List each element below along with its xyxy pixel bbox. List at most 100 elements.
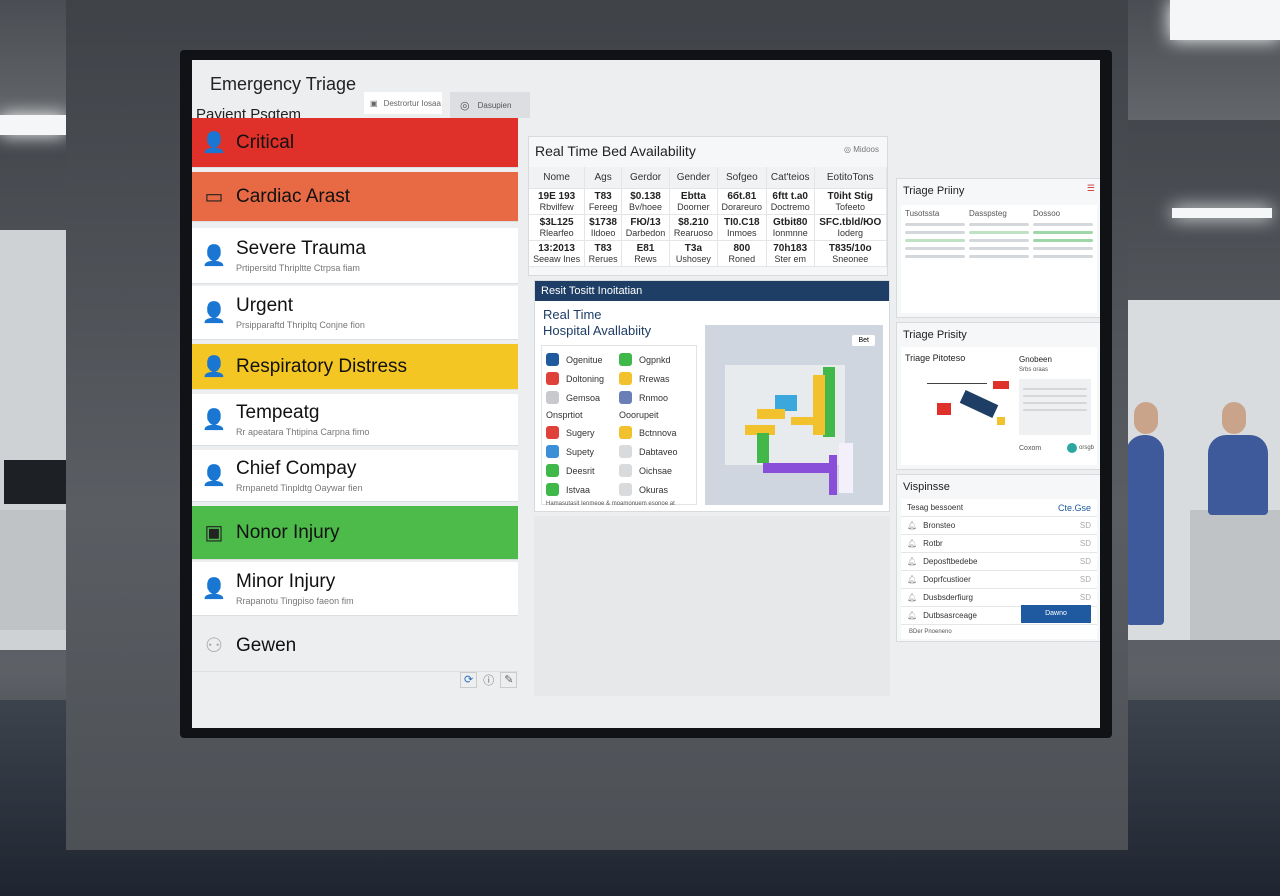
hospital-legend: Ogenitue Ogpnkd Doltoning Rrewas Gemsoa Rnmoo… xyxy=(541,345,697,507)
column-header[interactable]: Cat'teios xyxy=(766,167,815,189)
nurse-head xyxy=(1134,402,1158,434)
legend-item: Rnmoo xyxy=(619,388,692,407)
ceiling-light xyxy=(1170,0,1280,40)
hospital-floor-map[interactable]: Bet xyxy=(705,325,883,505)
info-icon[interactable]: ⓘ xyxy=(483,675,495,687)
response-item[interactable]: 🔔︎ Doprfcustioer SD xyxy=(901,571,1097,589)
triage1-title: Triage Priiny xyxy=(903,185,965,197)
table-cell: TI0.C18 Inmoes xyxy=(717,214,767,241)
table-cell: T3a Ushosey xyxy=(669,240,718,267)
column-header[interactable]: Nome xyxy=(529,167,586,189)
triage-dashboard: Emergency Triage ▣ Destrortur Iosaa ◎ Dasu… xyxy=(192,60,1100,728)
patient-row[interactable]: 👤 Critical xyxy=(192,118,518,168)
patient-row[interactable]: ▭ Cardiac Arast xyxy=(192,172,518,222)
legend-swatch-icon xyxy=(619,464,632,477)
table-cell: E81 Rews xyxy=(621,240,671,267)
response-item[interactable]: 🔔︎ Deposftbedebe SD xyxy=(901,553,1097,571)
bell-icon: 🔔︎ xyxy=(907,557,918,566)
bed-title: Real Time Bed Availability xyxy=(535,143,696,159)
monitor xyxy=(4,460,66,504)
table-cell: FЮ/13 Darbedon xyxy=(621,214,671,241)
triage2-title: Triage Prisity xyxy=(903,329,967,341)
person-icon: 👤 xyxy=(201,465,227,487)
user-button[interactable]: ◎ Dasupien xyxy=(450,92,530,118)
column-header[interactable]: Gerdor xyxy=(621,167,671,189)
patient-row[interactable]: 👤 Urgent Prsipparaftd Thripltq Conjne fion xyxy=(192,286,518,340)
legend-swatch-icon xyxy=(546,483,559,496)
column-header[interactable]: EotitoTons xyxy=(814,167,887,189)
response-title: Vispinsse xyxy=(903,481,950,493)
table-cell: T83 Fereeg xyxy=(584,188,622,215)
nurse-figure xyxy=(1126,435,1164,625)
status-icon[interactable] xyxy=(1067,443,1077,453)
triage-priority-panel: Triage Priiny ☰ Tusotssta Dasspsteg Doss… xyxy=(896,178,1100,318)
bell-icon: 🔔︎ xyxy=(907,575,918,584)
legend-item: Oichsae xyxy=(619,461,692,480)
response-item[interactable]: 🔔︎ Dusbsderfiurg SD xyxy=(901,589,1097,607)
headset-icon: ◎ xyxy=(844,145,854,154)
patient-label: Chief Compay xyxy=(236,458,357,479)
refresh-icon[interactable]: ⟳ xyxy=(460,672,478,688)
legend-item: Ogpnkd xyxy=(619,350,692,369)
person-icon: 👤 xyxy=(201,132,227,154)
person-icon: 👤 xyxy=(201,409,227,431)
response-item[interactable]: 🔔︎ Rotbr SD xyxy=(901,535,1097,553)
side-sub: Srbs oraas xyxy=(1019,367,1049,373)
ceiling-light xyxy=(0,115,66,135)
patient-row[interactable]: 👤 Chief Compay Rrnpanetd Tinpldtg Oaywar f… xyxy=(192,450,518,502)
counter xyxy=(0,510,66,630)
table-cell: 19E 193 Rbvilfew xyxy=(529,188,586,215)
patient-label: Minor Injury xyxy=(236,571,336,592)
footer-label: Coxom xyxy=(1019,445,1042,452)
menu-icon[interactable]: ☰ xyxy=(1086,183,1095,193)
patient-row[interactable]: 👤 Minor Injury Rrapanotu Tingpiso faeon fi… xyxy=(192,562,518,616)
kit-icon: ▣ xyxy=(204,522,224,544)
patient-row[interactable]: 👤 Severe Trauma Prtipersitd Thripltte Ctrp… xyxy=(192,228,518,284)
patient-sub: Rr apeatara Thtipina Carpna fimo xyxy=(236,427,370,437)
column-header[interactable]: Gender xyxy=(669,167,718,189)
legend-swatch-icon xyxy=(546,445,559,458)
triage1-grid: Tusotssta Dasspsteg Dossoo xyxy=(901,205,1097,313)
patient-row[interactable]: 👤 Respiratory Distress xyxy=(192,344,518,390)
legend-swatch-icon xyxy=(546,391,559,404)
legend-item: Dabtaveo xyxy=(619,442,692,461)
nurse-station xyxy=(1190,510,1280,640)
map-button[interactable]: Bet xyxy=(852,335,875,346)
patient-label: Critical xyxy=(236,131,295,153)
legend-swatch-icon xyxy=(619,372,632,385)
person-icon: 👤 xyxy=(201,356,227,378)
response-item[interactable]: 🔔︎ Bronsteo SD xyxy=(901,517,1097,535)
side-title: Gnobeen xyxy=(1019,355,1052,364)
table-cell: T83 Rerues xyxy=(584,240,622,267)
legend-group-1: Onsprtiot xyxy=(546,410,583,420)
patient-row[interactable]: 👤 Tempeatg Rr apeatara Thtipina Carpna fim… xyxy=(192,394,518,446)
list-toolbar: ⟳ ⓘ ✎ xyxy=(460,672,518,688)
search-box[interactable]: ▣ Destrortur Iosaa xyxy=(364,92,442,114)
nurse-head xyxy=(1222,402,1246,434)
document-icon: ▣ xyxy=(370,98,378,108)
patient-row[interactable]: ▣ Nonor Injury xyxy=(192,506,518,560)
column-header[interactable]: Sofgeo xyxy=(717,167,767,189)
patient-label: Gewen xyxy=(236,634,297,656)
patient-label: Tempeatg xyxy=(236,402,320,423)
ceiling-light xyxy=(1172,208,1272,218)
table-row[interactable]: 19E 193 Rbvilfew T83 Fereeg $0.138 Bv/hoee Ebt… xyxy=(529,188,887,215)
response-action-button[interactable]: Dawno xyxy=(1021,605,1091,623)
column-header[interactable]: Ags xyxy=(584,167,622,189)
patient-sub: Prsipparaftd Thripltq Conjne fion xyxy=(236,320,365,330)
legend-item: Rrewas xyxy=(619,369,692,388)
edit-icon[interactable]: ✎ xyxy=(500,672,518,688)
hospital-banner: Resit Tositt Inoitatian xyxy=(535,281,889,301)
person-icon: 👤 xyxy=(201,245,227,267)
bed-action[interactable]: ◎ Midoos xyxy=(844,145,879,154)
table-row[interactable]: 13:2013 Seeaw Ines T83 Rerues E81 Rews T3a Usho… xyxy=(529,240,887,267)
patient-label: Cardiac Arast xyxy=(236,185,351,207)
patient-row[interactable]: ⚇ Gewen xyxy=(192,620,518,672)
response-item[interactable]: 🔔︎ Dutbsasrceage xyxy=(901,607,1097,625)
legend-item: Okuras xyxy=(619,480,692,499)
table-row[interactable]: $3L125 Rlearfeo $1738 Ildoeo FЮ/13 Darbedon $8… xyxy=(529,214,887,241)
bell-icon: 🔔︎ xyxy=(907,611,918,620)
legend-group-2: Ooorupeit xyxy=(619,410,659,420)
response-footer: BDer Pnoeneno xyxy=(909,629,952,635)
table-cell: 6бt.81 Dorareuro xyxy=(717,188,767,215)
